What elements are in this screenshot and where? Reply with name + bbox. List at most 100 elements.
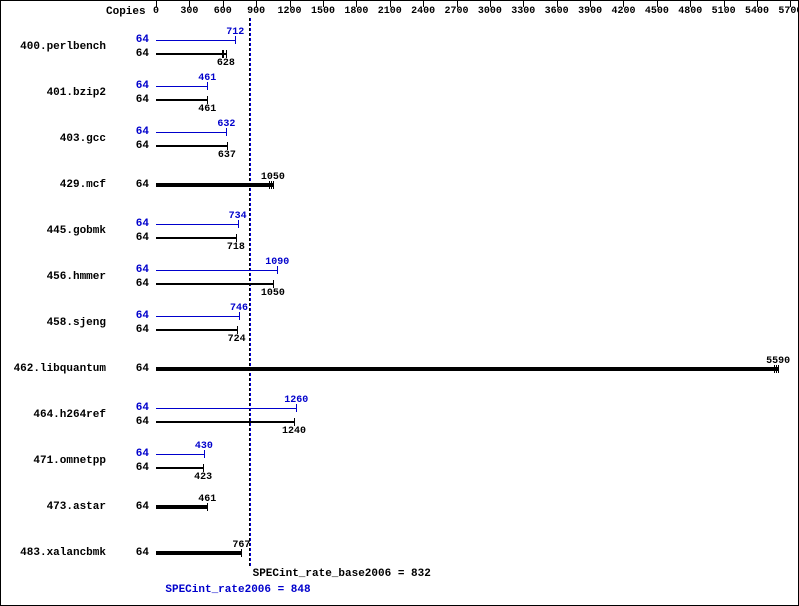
value-base: 1050 [261,172,285,183]
x-axis-label: 1200 [278,6,302,17]
bar-base [156,421,294,423]
copies-header: Copies [106,6,146,18]
tick-base [207,96,208,104]
x-axis-label: 2400 [411,6,435,17]
value-peak: 712 [226,27,244,38]
copies-peak: 64 [129,218,149,230]
benchmark-label: 403.gcc [6,133,106,145]
tick-base [227,142,228,150]
x-axis-label: 300 [180,6,198,17]
bar-peak [156,132,226,133]
x-axis-label: 2100 [378,6,402,17]
value-base: 1050 [261,288,285,299]
benchmark-label: 464.h264ref [6,409,106,421]
bar-base [156,283,273,285]
tick-base [236,234,237,242]
tick-base [273,280,274,288]
x-axis-label: 2700 [445,6,469,17]
value-base: 718 [227,242,245,253]
bar-base [156,551,241,555]
x-axis-label: 4800 [678,6,702,17]
copies-base: 64 [129,179,149,191]
copies-base: 64 [129,94,149,106]
bar-base [156,183,273,187]
x-axis-label: 1500 [311,6,335,17]
copies-peak: 64 [129,448,149,460]
x-axis-label: 600 [214,6,232,17]
benchmark-label: 483.xalancbmk [6,547,106,559]
x-axis-label: 5700 [778,6,799,17]
tick-base [237,326,238,334]
copies-base: 64 [129,363,149,375]
copies-peak: 64 [129,126,149,138]
bar-peak [156,408,296,409]
value-peak: 632 [217,119,235,130]
x-axis-label: 1800 [344,6,368,17]
x-axis-label: 3000 [478,6,502,17]
value-peak: 461 [198,73,216,84]
x-axis-label: 4200 [611,6,635,17]
bar-base [156,367,778,371]
x-axis-label: 3300 [511,6,535,17]
value-base: 461 [198,104,216,115]
value-base: 423 [194,472,212,483]
benchmark-label: 471.omnetpp [6,455,106,467]
bar-base [156,467,203,469]
benchmark-label: 429.mcf [6,179,106,191]
value-base: 5590 [766,356,790,367]
bar-peak [156,316,239,317]
x-axis-label: 5400 [745,6,769,17]
value-base: 628 [217,58,235,69]
bar-base [156,99,207,101]
x-axis-label: 3900 [578,6,602,17]
benchmark-label: 462.libquantum [6,363,106,375]
copies-base: 64 [129,140,149,152]
value-base: 637 [218,150,236,161]
copies-peak: 64 [129,264,149,276]
copies-base: 64 [129,462,149,474]
benchmark-label: 473.astar [6,501,106,513]
bar-peak [156,224,238,225]
reference-label-base: SPECint_rate_base2006 = 832 [253,568,431,580]
tick-base [226,50,227,58]
bar-base [156,53,226,55]
bar-base [156,237,236,239]
bar-base [156,145,227,147]
x-axis-label: 0 [153,6,159,17]
x-axis-label: 5100 [712,6,736,17]
copies-peak: 64 [129,402,149,414]
copies-base: 64 [129,48,149,60]
copies-base: 64 [129,547,149,559]
value-base: 767 [232,540,250,551]
tick-base [203,464,204,472]
x-axis-label: 3600 [545,6,569,17]
reference-label-peak: SPECint_rate2006 = 848 [165,584,310,596]
copies-base: 64 [129,324,149,336]
copies-peak: 64 [129,34,149,46]
value-peak: 746 [230,303,248,314]
benchmark-label: 456.hmmer [6,271,106,283]
bar-base [156,329,237,331]
copies-base: 64 [129,232,149,244]
benchmark-chart: 0 300 600 900 1200 1500 1800 2100 2400 2700 3000 33… [0,0,799,606]
value-peak: 1260 [284,395,308,406]
value-base: 461 [198,494,216,505]
copies-base: 64 [129,501,149,513]
value-peak: 734 [229,211,247,222]
bar-base [156,505,207,509]
copies-base: 64 [129,416,149,428]
bar-peak [156,454,204,455]
benchmark-label: 458.sjeng [6,317,106,329]
benchmark-label: 400.perlbench [6,41,106,53]
value-peak: 1090 [265,257,289,268]
value-peak: 430 [195,441,213,452]
benchmark-label: 401.bzip2 [6,87,106,99]
x-axis-label: 4500 [645,6,669,17]
x-axis-label: 900 [247,6,265,17]
copies-peak: 64 [129,310,149,322]
copies-peak: 64 [129,80,149,92]
bar-peak [156,86,207,87]
copies-base: 64 [129,278,149,290]
bar-peak [156,270,277,271]
tick-base-err2 [222,50,223,58]
